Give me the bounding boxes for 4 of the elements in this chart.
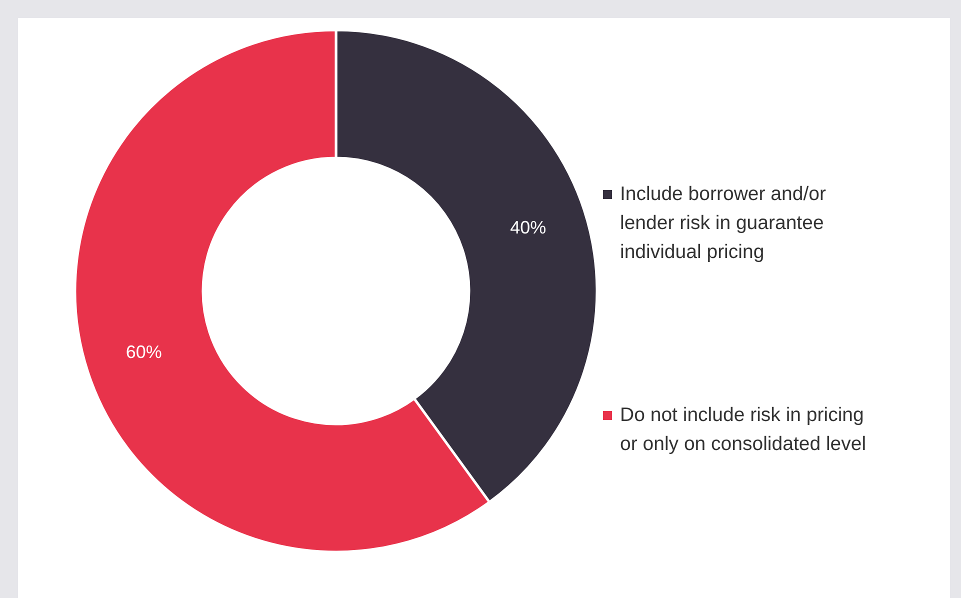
legend-label: Do not include risk in pricing or only on consolidated level — [620, 404, 866, 456]
data-label: 40% — [510, 217, 546, 238]
legend-label: Include borrower and/or lender risk in guarantee individual pricing — [620, 183, 826, 264]
data-label: 60% — [126, 342, 162, 362]
